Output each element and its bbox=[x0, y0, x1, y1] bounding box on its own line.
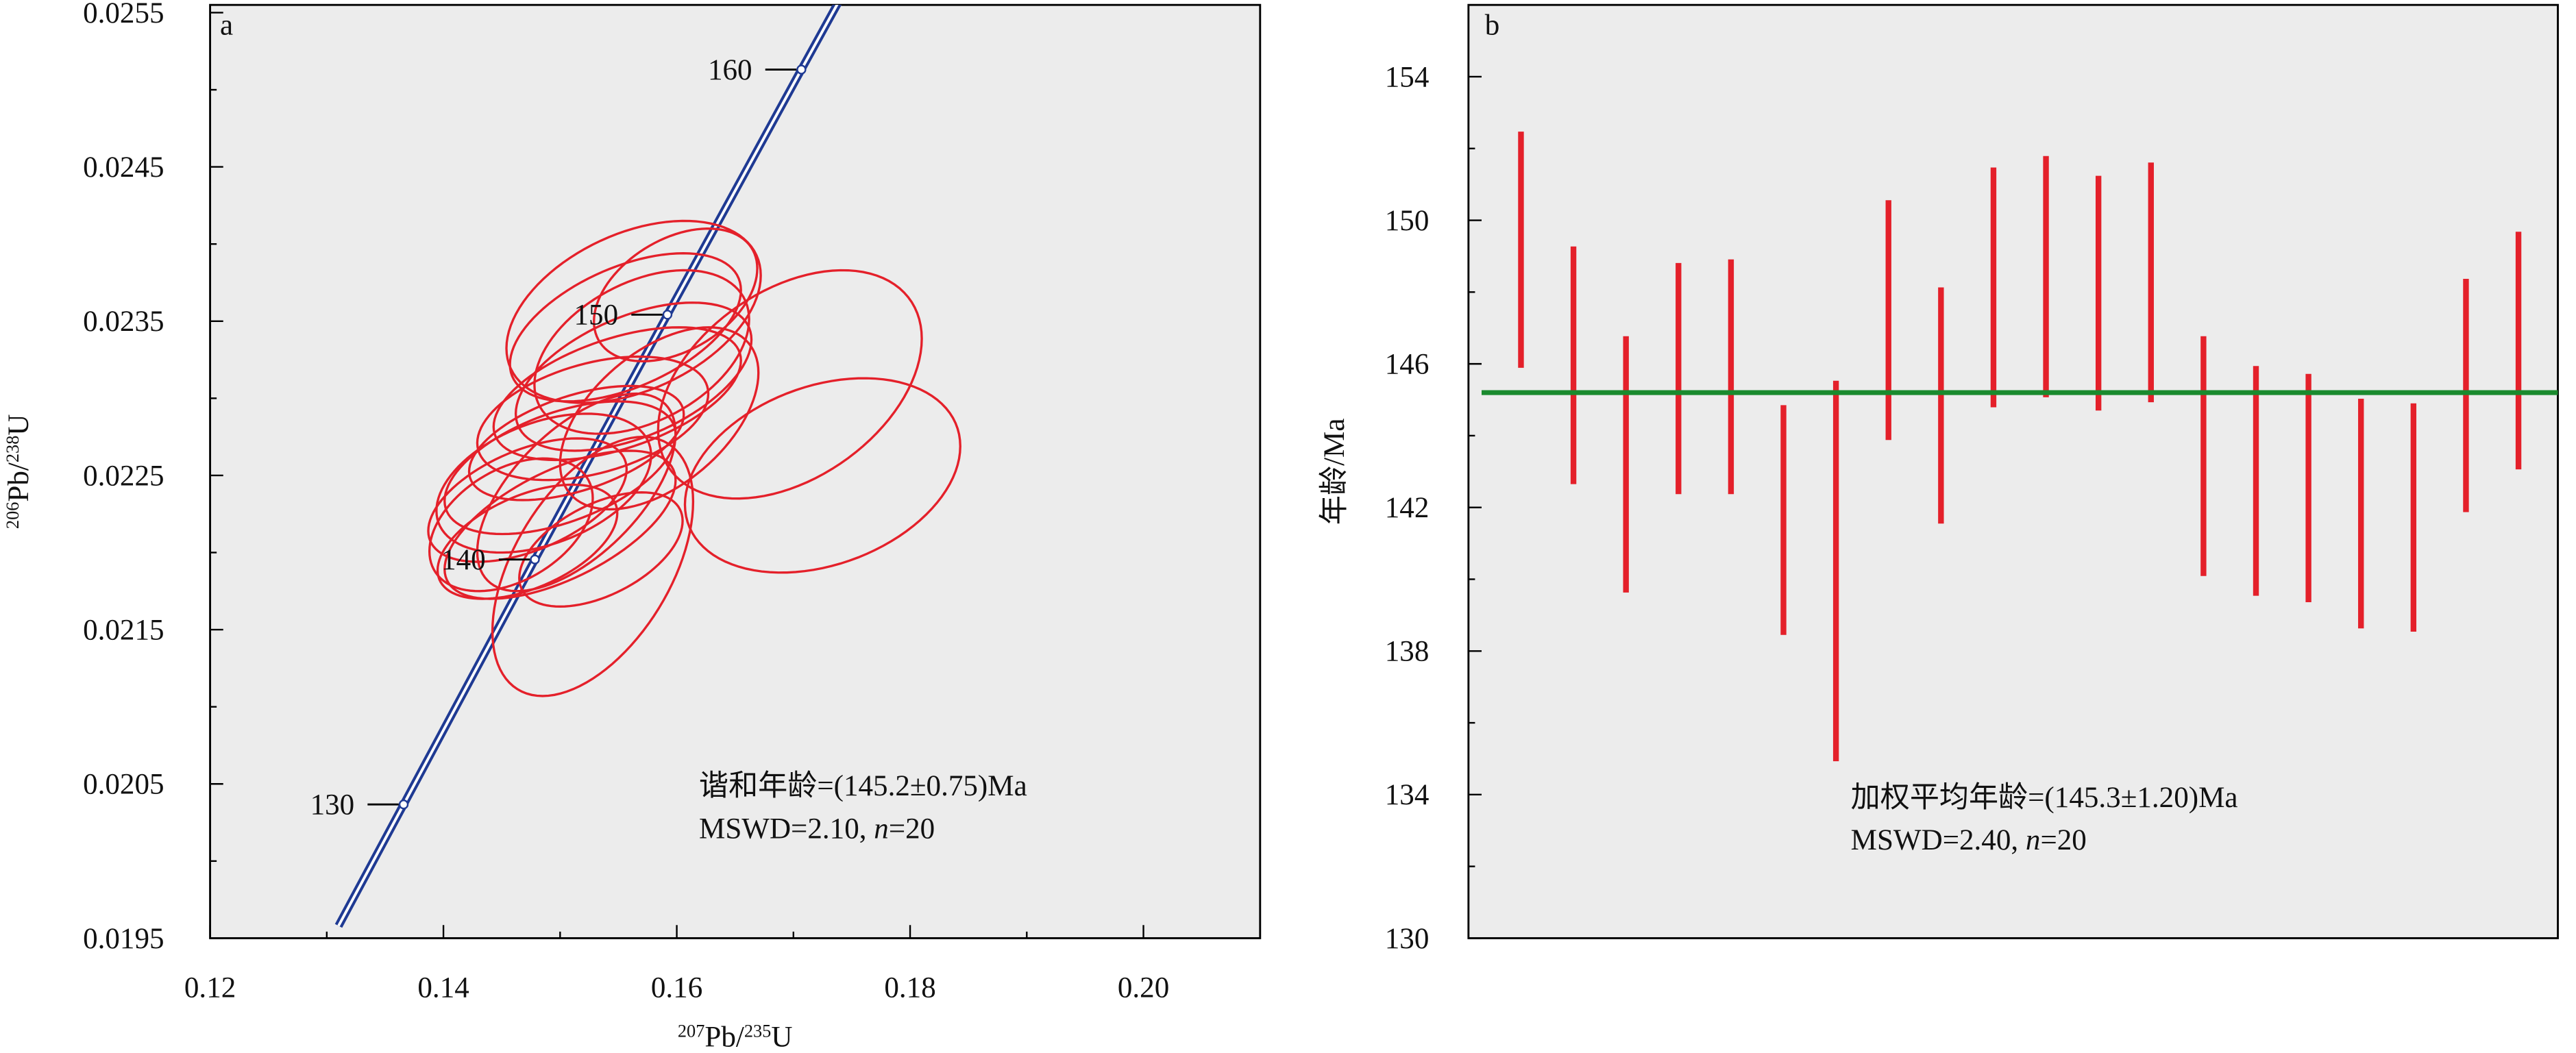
error-ellipse bbox=[428, 457, 594, 593]
age-marker bbox=[398, 800, 409, 810]
error-ellipse bbox=[467, 384, 685, 501]
x-tick-label: 0.12 bbox=[184, 972, 236, 1004]
annotation: MSWD=2.10, n=20 bbox=[699, 813, 935, 845]
error-ellipse bbox=[427, 437, 628, 563]
y-tick-label: 0.0255 bbox=[83, 0, 164, 29]
text-part: MSWD=2.10, bbox=[699, 813, 874, 845]
y-tick-label: 0.0215 bbox=[83, 614, 164, 646]
error-ellipse bbox=[443, 400, 677, 536]
error-ellipse bbox=[559, 326, 760, 511]
error-ellipse bbox=[443, 449, 677, 600]
error-ellipse bbox=[683, 377, 961, 574]
y-tick-label: 138 bbox=[1385, 636, 1430, 668]
error-ellipse bbox=[505, 219, 762, 404]
text-part: =20 bbox=[889, 813, 935, 845]
error-ellipse bbox=[593, 227, 759, 362]
y-tick-label: 154 bbox=[1385, 61, 1430, 93]
annotation: 加权平均年龄=(145.3±1.20)Ma bbox=[1851, 782, 2238, 814]
age-marker bbox=[530, 554, 540, 565]
y-tick-label: 0.0225 bbox=[83, 460, 164, 492]
text-part: 235 bbox=[744, 1021, 772, 1041]
error-ellipse bbox=[514, 301, 753, 452]
y-tick-label: 0.0195 bbox=[83, 923, 164, 955]
plot-area bbox=[209, 3, 1262, 939]
concordia-inner bbox=[337, 5, 839, 927]
y-tick-label: 146 bbox=[1385, 348, 1430, 380]
text-part: Pb/ bbox=[704, 1021, 744, 1053]
text-part: 206 bbox=[2, 502, 22, 530]
x-tick-label: 0.16 bbox=[651, 972, 702, 1004]
text-part: 207 bbox=[678, 1021, 705, 1041]
age-label: 140 bbox=[441, 544, 486, 576]
age-label: 160 bbox=[708, 54, 752, 86]
plot-clip bbox=[334, 5, 961, 928]
y-tick-label: 130 bbox=[1385, 923, 1430, 955]
y-tick-label: 0.0235 bbox=[83, 306, 164, 338]
text-part: U bbox=[3, 414, 35, 436]
text-part: 238 bbox=[2, 436, 22, 463]
error-ellipse bbox=[436, 483, 619, 600]
age-label: 150 bbox=[574, 299, 619, 332]
x-tick-label: 0.20 bbox=[1118, 972, 1169, 1004]
y-tick-label: 134 bbox=[1385, 779, 1430, 811]
text-part: MSWD=2.40, bbox=[1851, 824, 2026, 856]
error-ellipse bbox=[657, 269, 923, 500]
text-part: 谐和年龄=(145.2±0.75)Ma bbox=[699, 770, 1027, 802]
y-tick-label: 0.0245 bbox=[83, 151, 164, 184]
panel-label: b bbox=[1485, 9, 1500, 41]
error-ellipse bbox=[492, 326, 742, 462]
text-part: 加权平均年龄=(145.3±1.20)Ma bbox=[1851, 782, 2238, 814]
y-axis-label: 年龄/Ma bbox=[1318, 419, 1351, 525]
text-part: Pb/ bbox=[3, 462, 35, 501]
age-marker bbox=[662, 310, 673, 320]
annotation: 谐和年龄=(145.2±0.75)Ma bbox=[699, 770, 1027, 802]
error-ellipse bbox=[518, 491, 684, 608]
text-part: =20 bbox=[2040, 824, 2086, 856]
plot-area bbox=[1467, 3, 2559, 939]
x-tick-label: 0.14 bbox=[417, 972, 469, 1004]
y-tick-label: 0.0205 bbox=[83, 769, 164, 801]
error-ellipse bbox=[533, 269, 750, 435]
error-ellipse bbox=[476, 392, 677, 593]
age-marker bbox=[796, 64, 807, 75]
error-ellipse bbox=[435, 412, 652, 554]
x-axis-label: 207Pb/235U bbox=[678, 1021, 793, 1053]
annotation: MSWD=2.40, n=20 bbox=[1851, 824, 2087, 856]
age-label: 130 bbox=[310, 789, 355, 821]
x-tick-label: 0.18 bbox=[884, 972, 935, 1004]
text-part: n bbox=[874, 813, 889, 845]
y-tick-label: 150 bbox=[1385, 205, 1430, 237]
y-tick-label: 142 bbox=[1385, 492, 1430, 524]
text-part: U bbox=[771, 1021, 792, 1053]
panel-label: a bbox=[220, 9, 233, 41]
y-axis-label: 206Pb/238U bbox=[2, 414, 35, 530]
text-part: n bbox=[2026, 824, 2041, 856]
